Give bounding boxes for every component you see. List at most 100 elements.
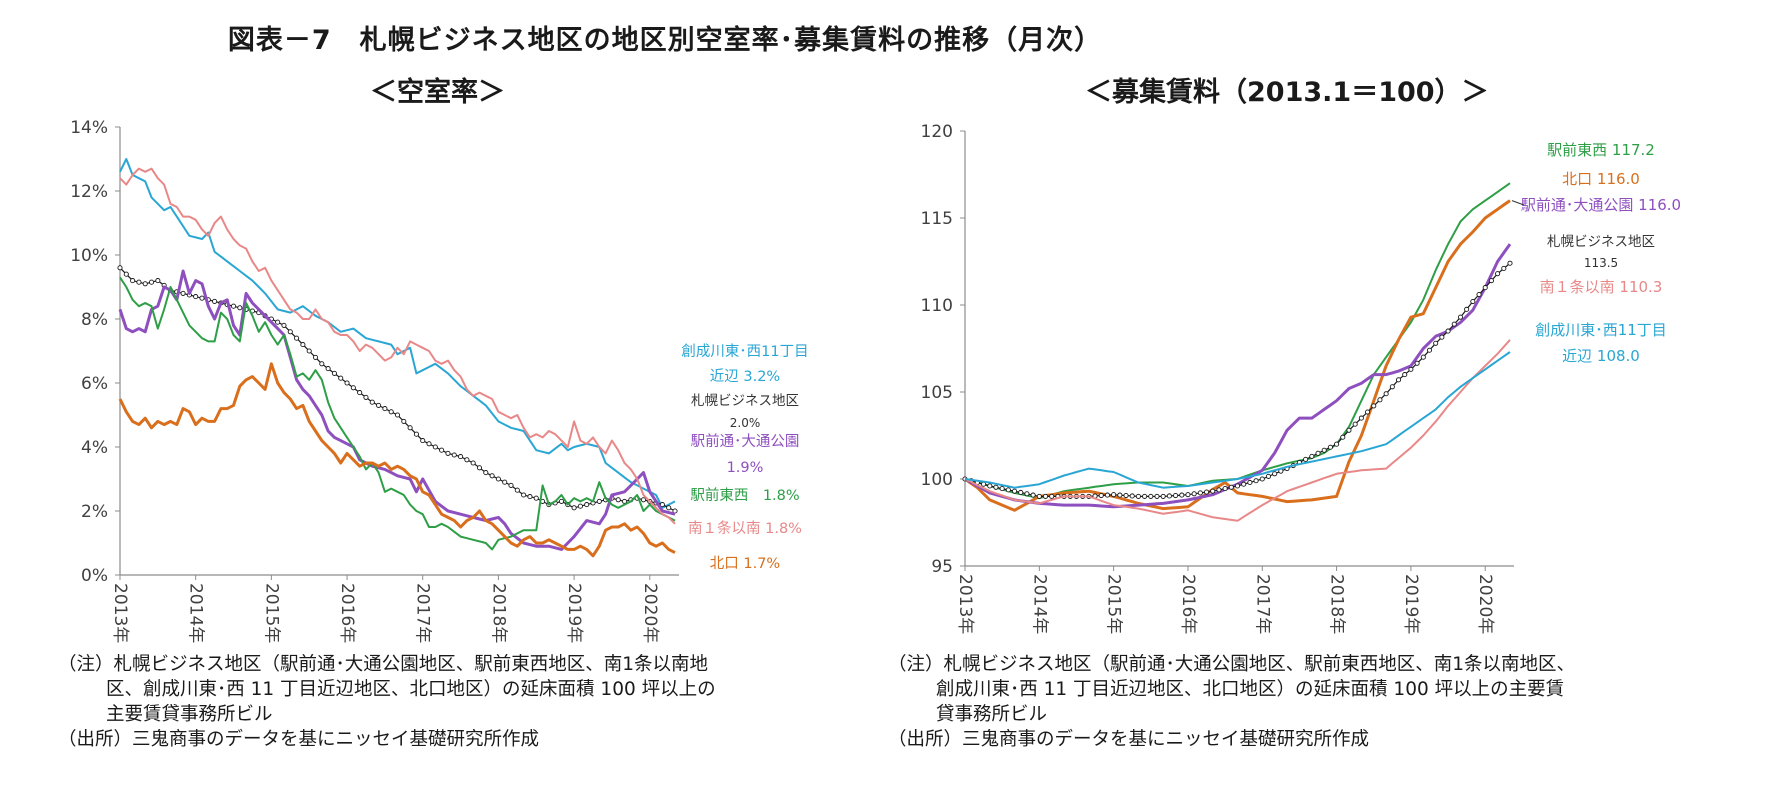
- series-point-sapporo: [319, 361, 325, 367]
- series-point-sapporo: [394, 412, 401, 418]
- series-label-sapporo: 2.0%: [730, 416, 761, 430]
- series-point-sapporo: [527, 494, 533, 500]
- series-point-sapporo: [1408, 366, 1414, 372]
- series-point-sapporo: [1098, 492, 1104, 499]
- series-point-sapporo: [1197, 490, 1203, 496]
- series-point-sapporo: [596, 498, 602, 504]
- series-point-sapporo: [1135, 493, 1141, 499]
- series-point-sapporo: [325, 366, 331, 372]
- series-point-sapporo: [1395, 377, 1402, 383]
- series-point-sapporo: [470, 460, 476, 466]
- series-line-sousei: [119, 158, 676, 509]
- series-point-sapporo: [439, 447, 445, 453]
- y-tick-label: 14%: [70, 118, 108, 138]
- series-point-sapporo: [558, 498, 565, 504]
- series-point-sapporo: [571, 505, 577, 511]
- series-label-sapporo: 札幌ビジネス地区: [1547, 234, 1655, 250]
- x-tick-label: 2016年: [337, 583, 357, 643]
- series-point-sapporo: [1179, 492, 1185, 498]
- series-point-sapporo: [300, 342, 306, 348]
- note-line: 主要賃貸事務所ビル: [106, 704, 273, 725]
- series-point-sapporo: [1104, 492, 1110, 498]
- series-point-sapporo: [1346, 427, 1352, 433]
- series-point-sapporo: [1457, 314, 1464, 320]
- y-tick-label: 2%: [81, 502, 108, 522]
- series-point-sapporo: [180, 290, 186, 296]
- series-point-sapporo: [275, 319, 281, 325]
- x-tick-label: 2016年: [1178, 574, 1198, 634]
- y-tick-label: 105: [921, 383, 953, 403]
- series-point-sapporo: [1129, 493, 1135, 499]
- series-label-sousei: 近辺 108.0: [1562, 347, 1640, 365]
- series-label-ekimae_odori: 1.9%: [727, 460, 764, 476]
- series-line-sapporo: [964, 262, 1511, 497]
- series-label-sousei: 近辺 3.2%: [710, 368, 780, 385]
- series-point-sapporo: [993, 484, 999, 490]
- series-point-sapporo: [1024, 491, 1030, 497]
- series-label-minami: 南１条以南 1.8%: [688, 520, 802, 537]
- series-point-sapporo: [1222, 486, 1228, 492]
- series-point-sapporo: [1154, 493, 1160, 499]
- series-label-sousei: 創成川東･西11丁目: [681, 343, 808, 360]
- series-point-sapporo: [987, 483, 993, 489]
- series-point-sapporo: [615, 497, 621, 503]
- series-point-sapporo: [407, 425, 413, 431]
- x-tick-label: 2015年: [1104, 574, 1124, 634]
- series-point-sapporo: [237, 305, 243, 311]
- series-point-sapporo: [130, 278, 136, 284]
- series-point-sapporo: [123, 271, 129, 277]
- series-label-minami: 南１条以南 110.3: [1540, 278, 1663, 296]
- series-point-sapporo: [1383, 391, 1389, 397]
- series-point-sapporo: [1036, 493, 1042, 499]
- series-point-sapporo: [1358, 415, 1364, 421]
- series-point-sapporo: [432, 444, 438, 450]
- y-tick-label: 10%: [70, 246, 108, 266]
- series-point-sapporo: [1148, 493, 1154, 499]
- series-point-sapporo: [521, 492, 527, 498]
- series-point-sapporo: [426, 441, 432, 447]
- series-point-sapporo: [476, 465, 483, 471]
- series-point-sapporo: [1259, 476, 1265, 482]
- series-point-sapporo: [1334, 441, 1340, 447]
- series-label-ekimae_odori: 駅前通･大通公園 116.0: [1521, 196, 1681, 214]
- series-point-sapporo: [1173, 492, 1179, 499]
- x-tick-label: 2017年: [413, 583, 433, 643]
- x-tick-label: 2019年: [564, 583, 584, 643]
- y-tick-label: 4%: [81, 438, 108, 458]
- series-point-sapporo: [1191, 491, 1197, 497]
- series-point-sapporo: [1321, 447, 1327, 453]
- series-point-sapporo: [136, 279, 142, 285]
- series-point-sapporo: [584, 502, 590, 508]
- leader-line: [1511, 200, 1525, 206]
- series-point-sapporo: [344, 380, 350, 386]
- series-point-sapporo: [287, 329, 293, 335]
- series-line-ekimae_odori: [964, 243, 1512, 509]
- series-point-sapporo: [1482, 285, 1488, 291]
- series-point-sapporo: [142, 281, 148, 287]
- note-line: （注）札幌ビジネス地区（駅前通･大通公園地区、駅前東西地区、南1条以南地区、: [888, 654, 1576, 675]
- series-point-sapporo: [1142, 493, 1148, 499]
- series-point-sapporo: [1216, 487, 1222, 493]
- series-label-sapporo: 113.5: [1584, 256, 1618, 270]
- x-tick-label: 2018年: [1327, 574, 1347, 634]
- source-line: （出所）三鬼商事のデータを基にニッセイ基礎研究所作成: [888, 729, 1370, 750]
- series-point-sapporo: [495, 476, 501, 482]
- series-label-ekimae_tozai: 駅前東西 1.8%: [690, 487, 799, 504]
- right-chart-subtitle: ＜募集賃料（2013.1＝100）＞: [1085, 77, 1489, 108]
- series-point-sapporo: [1365, 409, 1371, 415]
- series-point-sapporo: [1377, 397, 1383, 403]
- series-point-sapporo: [1371, 403, 1377, 409]
- series-point-sapporo: [1433, 340, 1439, 346]
- series-point-sapporo: [230, 303, 237, 309]
- x-tick-label: 2014年: [1029, 574, 1049, 634]
- series-point-sapporo: [117, 265, 123, 271]
- series-point-sapporo: [1042, 493, 1049, 499]
- series-point-sapporo: [1495, 271, 1501, 277]
- series-point-sapporo: [1315, 450, 1321, 456]
- series-point-sapporo: [1414, 360, 1420, 366]
- series-line-ekimae_odori: [118, 269, 676, 551]
- series-line-ekimae_tozai: [964, 182, 1511, 500]
- y-tick-label: 12%: [70, 182, 108, 202]
- series-label-kitaguchi: 北口 1.7%: [710, 555, 780, 572]
- series-point-sapporo: [489, 473, 495, 479]
